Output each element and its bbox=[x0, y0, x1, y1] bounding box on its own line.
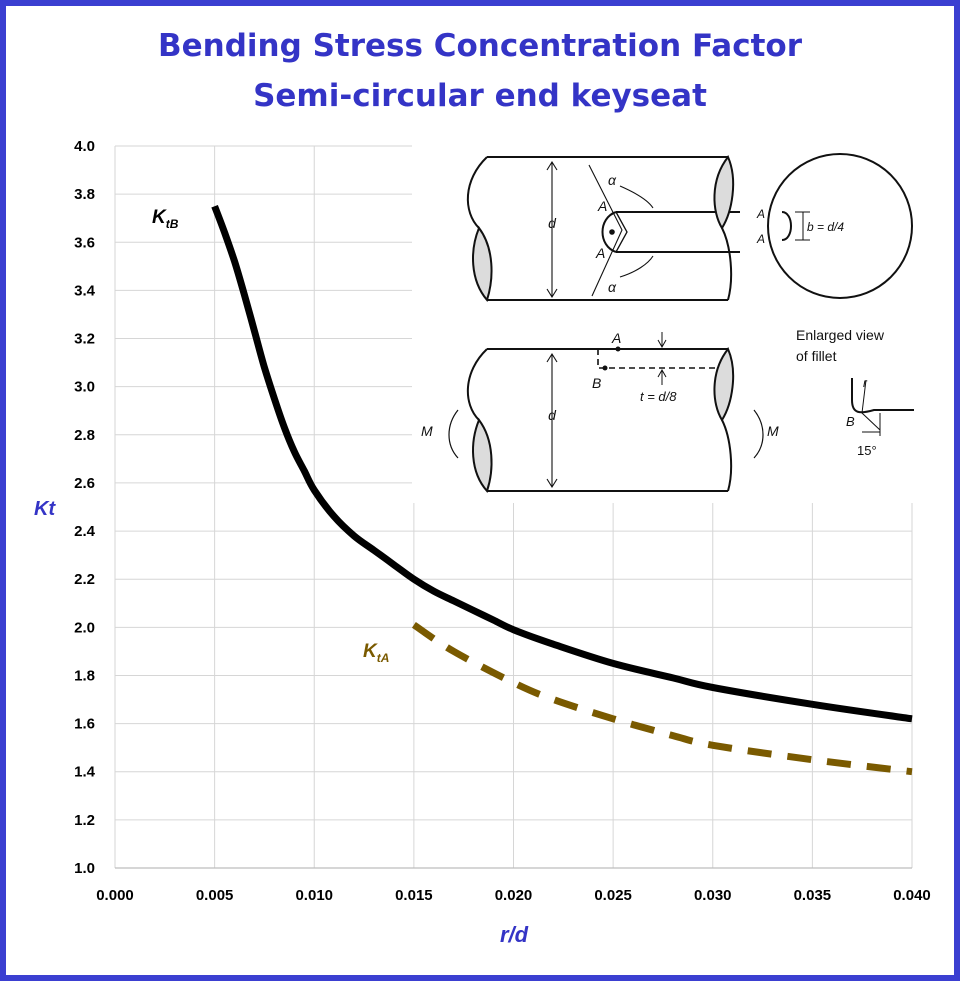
y-tick-label-12: 3.4 bbox=[74, 282, 96, 299]
hatched-end-right-bottom bbox=[713, 347, 735, 422]
shaft-top-view bbox=[466, 156, 740, 301]
y-tick-label-3: 1.6 bbox=[74, 716, 95, 733]
hatched-end-left-top bbox=[472, 225, 493, 303]
x-tick-label-1: 0.005 bbox=[196, 887, 234, 904]
series-label-ktb: KtB bbox=[152, 207, 179, 231]
y-tick-label-10: 3.0 bbox=[74, 379, 95, 396]
chart-title-line1: Bending Stress Concentration Factor bbox=[157, 28, 803, 64]
x-tick-label-2: 0.010 bbox=[295, 887, 333, 904]
label-alpha-top: α bbox=[608, 172, 617, 188]
label-M-right: M bbox=[767, 423, 779, 439]
inset-background bbox=[412, 145, 932, 503]
y-tick-label-4: 1.8 bbox=[74, 667, 95, 684]
chart-title-line2: Semi-circular end keyseat bbox=[253, 78, 707, 114]
y-tick-label-13: 3.6 bbox=[74, 234, 95, 251]
series-label-kta-main: K bbox=[363, 641, 378, 662]
point-marker bbox=[609, 229, 615, 235]
label-A-bottom: A bbox=[595, 245, 605, 261]
x-axis-label: r/d bbox=[500, 922, 529, 947]
label-enlarged-line1: Enlarged view bbox=[796, 327, 885, 343]
series-label-kta-sub: tA bbox=[377, 651, 390, 665]
fillet-detail bbox=[851, 378, 914, 436]
keyseat-diagram: d α α A A A A b = d/4 bbox=[412, 145, 932, 503]
x-tick-label-4: 0.020 bbox=[495, 887, 533, 904]
series-line-kta bbox=[411, 621, 913, 776]
y-tick-label-15: 4.0 bbox=[74, 138, 95, 155]
series-label-ktb-main: K bbox=[152, 207, 167, 228]
x-tick-label-7: 0.035 bbox=[794, 887, 832, 904]
label-A-circle-top: A bbox=[756, 207, 765, 221]
label-A-side: A bbox=[611, 330, 621, 346]
y-axis-label: Kt bbox=[34, 498, 56, 520]
label-enlarged-line2: of fillet bbox=[796, 348, 837, 364]
label-M-left: M bbox=[421, 423, 433, 439]
y-tick-label-8: 2.6 bbox=[74, 475, 95, 492]
shaft-side-view bbox=[448, 332, 764, 492]
hatched-end-right-top bbox=[713, 155, 735, 230]
x-tick-labels: 0.000 0.005 0.010 0.015 0.020 0.025 0.030 0.035… bbox=[96, 887, 931, 904]
x-tick-label-8: 0.040 bbox=[893, 887, 931, 904]
series-line-ktb bbox=[211, 204, 913, 723]
y-tick-labels: 1.0 1.2 1.4 1.6 1.8 2.0 2.2 2.4 2.6 2.8 3.0 3.2 3.4 3… bbox=[74, 138, 96, 877]
label-d-top: d bbox=[548, 215, 557, 231]
label-B-fillet: B bbox=[846, 414, 855, 429]
x-tick-label-5: 0.025 bbox=[594, 887, 632, 904]
y-tick-label-2: 1.4 bbox=[74, 764, 96, 781]
y-tick-label-14: 3.8 bbox=[74, 186, 95, 203]
y-tick-label-7: 2.4 bbox=[74, 523, 96, 540]
x-tick-label-0: 0.000 bbox=[96, 887, 134, 904]
series-label-ktb-sub: tB bbox=[166, 217, 179, 231]
label-b-eq: b = d/4 bbox=[807, 220, 844, 234]
label-15-deg: 15° bbox=[857, 443, 877, 458]
point-B-marker bbox=[602, 365, 608, 371]
x-tick-label-3: 0.015 bbox=[395, 887, 433, 904]
label-alpha-bottom: α bbox=[608, 279, 617, 295]
label-r: r bbox=[863, 376, 868, 390]
y-tick-label-1: 1.2 bbox=[74, 812, 95, 829]
label-d-side: d bbox=[548, 407, 557, 423]
label-t-eq: t = d/8 bbox=[640, 389, 677, 404]
label-A-circle-bottom: A bbox=[756, 232, 765, 246]
y-tick-label-5: 2.0 bbox=[74, 619, 95, 636]
y-tick-label-11: 3.2 bbox=[74, 331, 95, 348]
x-tick-label-6: 0.030 bbox=[694, 887, 732, 904]
label-B-side: B bbox=[592, 375, 601, 391]
label-A-top: A bbox=[597, 198, 607, 214]
shaft-cross-section bbox=[767, 153, 913, 299]
hatched-end-left-bottom bbox=[472, 417, 493, 493]
series-label-kta: KtA bbox=[363, 641, 389, 665]
y-tick-label-6: 2.2 bbox=[74, 571, 95, 588]
y-tick-label-0: 1.0 bbox=[74, 860, 95, 877]
point-A-marker bbox=[615, 346, 621, 352]
series-lines bbox=[211, 204, 913, 776]
y-tick-label-9: 2.8 bbox=[74, 427, 95, 444]
